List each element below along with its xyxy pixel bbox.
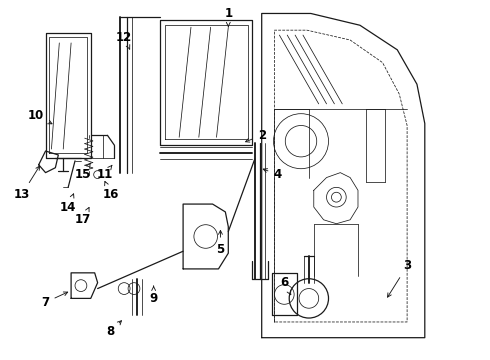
Text: 4: 4: [263, 168, 282, 181]
Text: 13: 13: [14, 166, 40, 201]
Text: 9: 9: [149, 286, 158, 305]
Text: 14: 14: [60, 194, 76, 213]
Text: 2: 2: [245, 129, 266, 142]
Text: 10: 10: [27, 109, 52, 124]
Text: 6: 6: [280, 276, 291, 295]
Text: 5: 5: [216, 230, 224, 256]
Text: 12: 12: [116, 31, 132, 49]
Circle shape: [289, 279, 328, 318]
Text: 17: 17: [75, 207, 91, 226]
Text: 1: 1: [224, 7, 232, 26]
Text: 7: 7: [42, 292, 68, 309]
Text: 3: 3: [388, 260, 411, 297]
Text: 11: 11: [97, 165, 113, 181]
Text: 15: 15: [74, 163, 91, 181]
Text: 16: 16: [102, 181, 119, 201]
Text: 8: 8: [106, 321, 122, 338]
